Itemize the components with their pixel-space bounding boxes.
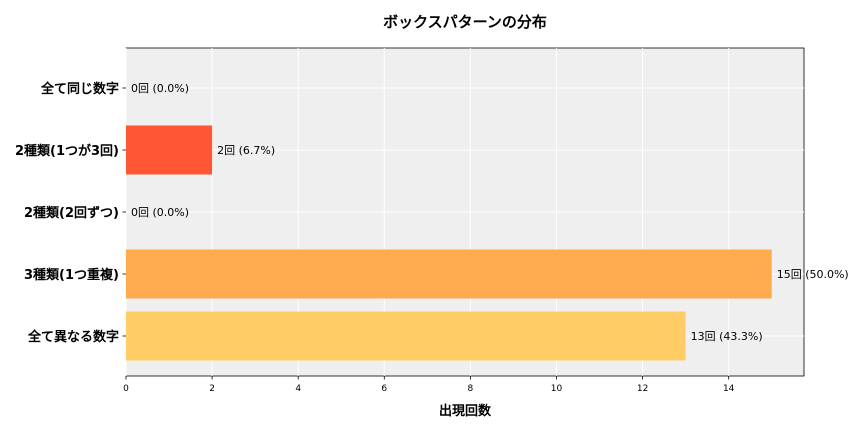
data-label: 0回 (0.0%)	[131, 206, 189, 219]
category-label: 2種類(2回ずつ)	[24, 205, 119, 221]
x-tick-label: 2	[209, 384, 215, 394]
bar	[126, 249, 772, 299]
x-axis-label: 出現回数	[439, 403, 492, 419]
x-tick-label: 8	[468, 384, 474, 394]
category-label: 全て同じ数字	[40, 81, 119, 97]
x-tick-label: 6	[381, 384, 387, 394]
chart-title: ボックスパターンの分布	[383, 13, 547, 31]
x-tick-label: 4	[295, 384, 301, 394]
data-label: 0回 (0.0%)	[131, 82, 189, 95]
bar	[126, 125, 213, 175]
data-label: 13回 (43.3%)	[691, 330, 763, 343]
category-label: 2種類(1つが3回)	[15, 143, 119, 159]
x-tick-label: 14	[723, 384, 735, 394]
data-labels: 0回 (0.0%) 2回 (6.7%) 0回 (0.0%) 15回 (50.0%) 13…	[131, 82, 849, 343]
data-label: 2回 (6.7%)	[217, 144, 275, 157]
category-label: 全て異なる数字	[27, 329, 119, 345]
x-axis-ticks: 0 2 4 6 8 10 12 14	[123, 376, 735, 394]
y-axis-labels: 全て同じ数字 2種類(1つが3回) 2種類(2回ずつ) 3種類(1つ重複) 全て異なる数…	[15, 81, 126, 345]
data-label: 15回 (50.0%)	[777, 268, 849, 281]
category-label: 3種類(1つ重複)	[24, 267, 119, 283]
x-tick-label: 0	[123, 384, 129, 394]
bars	[126, 125, 772, 361]
x-tick-label: 10	[551, 384, 563, 394]
x-tick-label: 12	[637, 384, 648, 394]
bar	[126, 311, 686, 361]
